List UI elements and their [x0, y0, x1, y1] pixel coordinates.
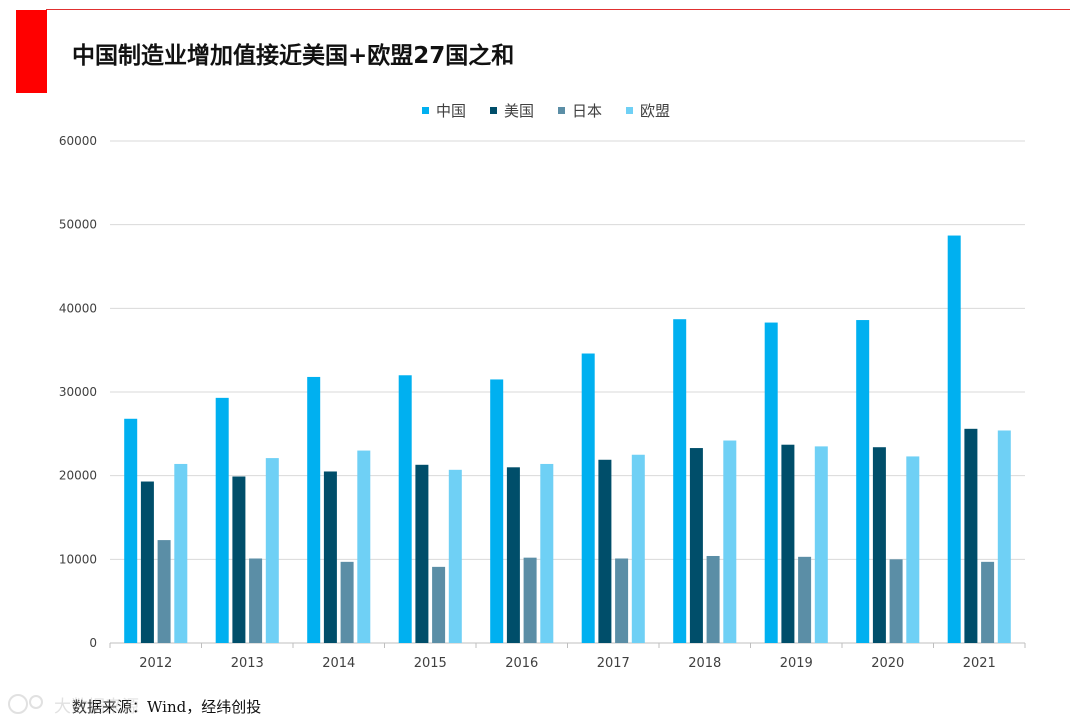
bar — [323, 471, 337, 643]
bar — [798, 556, 812, 643]
x-tick-label: 2017 — [597, 656, 630, 671]
y-tick-label: 10000 — [59, 552, 97, 566]
legend-item: 欧盟 — [614, 100, 670, 121]
bar — [723, 440, 737, 643]
legend-swatch — [558, 107, 565, 114]
bar — [781, 444, 795, 643]
y-tick-label: 60000 — [59, 134, 97, 148]
bar — [307, 376, 321, 643]
bar — [997, 430, 1011, 643]
x-tick-label: 2018 — [688, 656, 721, 671]
legend-label: 日本 — [572, 102, 603, 120]
legend-item: 美国 — [478, 100, 534, 121]
svg-text:大数据来源: 大数据来源 — [54, 697, 139, 717]
bar — [814, 446, 828, 643]
source-note: 数据来源：Wind，经纬创投 — [72, 698, 262, 716]
bar — [140, 481, 154, 643]
bar — [215, 397, 229, 643]
bar — [673, 319, 687, 643]
x-tick-label: 2012 — [139, 656, 172, 671]
bar — [432, 566, 446, 643]
bar — [856, 320, 870, 643]
bar — [889, 559, 903, 643]
x-tick-label: 2019 — [780, 656, 813, 671]
page-title: 中国制造业增加值接近美国+欧盟27国之和 — [72, 43, 515, 69]
y-tick-label: 50000 — [59, 218, 97, 232]
chart-legend: 中国 美国 日本 欧盟 — [0, 100, 1080, 121]
y-tick-label: 0 — [89, 636, 97, 650]
legend-swatch — [421, 107, 429, 114]
bar — [598, 459, 612, 643]
bar — [265, 458, 279, 643]
legend-swatch — [489, 107, 497, 114]
bar — [157, 540, 171, 643]
legend-label: 美国 — [503, 102, 534, 120]
legend-label: 中国 — [435, 102, 466, 120]
x-tick-label: 2015 — [414, 656, 447, 671]
y-tick-label: 20000 — [59, 469, 97, 483]
bar — [249, 558, 263, 643]
header-accent-block — [16, 10, 47, 93]
bar — [448, 469, 462, 643]
bar — [506, 467, 520, 643]
legend-item: 日本 — [546, 100, 602, 121]
bar — [490, 379, 504, 643]
bar — [947, 235, 961, 643]
x-tick-label: 2013 — [231, 656, 264, 671]
x-tick-label: 2014 — [322, 656, 355, 671]
bar — [764, 322, 778, 643]
bar — [581, 353, 595, 643]
bar — [124, 418, 138, 643]
bar — [689, 448, 703, 643]
bar — [872, 447, 886, 643]
x-tick-label: 2020 — [871, 656, 904, 671]
y-tick-label: 40000 — [59, 301, 97, 315]
bar — [615, 558, 629, 643]
bar — [631, 454, 645, 643]
bar — [540, 463, 554, 643]
legend-label: 欧盟 — [640, 102, 671, 120]
bar — [415, 464, 429, 643]
bar — [232, 476, 246, 643]
header-rule — [46, 9, 1070, 10]
legend-item: 中国 — [410, 100, 466, 121]
bar — [357, 450, 371, 643]
bar — [981, 561, 995, 643]
y-tick-label: 30000 — [59, 385, 97, 399]
x-tick-label: 2021 — [963, 656, 996, 671]
x-tick-label: 2016 — [505, 656, 538, 671]
bar — [906, 456, 920, 643]
legend-swatch — [626, 107, 634, 114]
bar — [964, 428, 978, 643]
watermark-logo: 大数据来源 — [6, 690, 156, 718]
bar — [398, 375, 412, 643]
bar — [340, 561, 354, 643]
bar — [706, 555, 720, 643]
bar — [174, 463, 188, 643]
bar — [523, 557, 537, 643]
